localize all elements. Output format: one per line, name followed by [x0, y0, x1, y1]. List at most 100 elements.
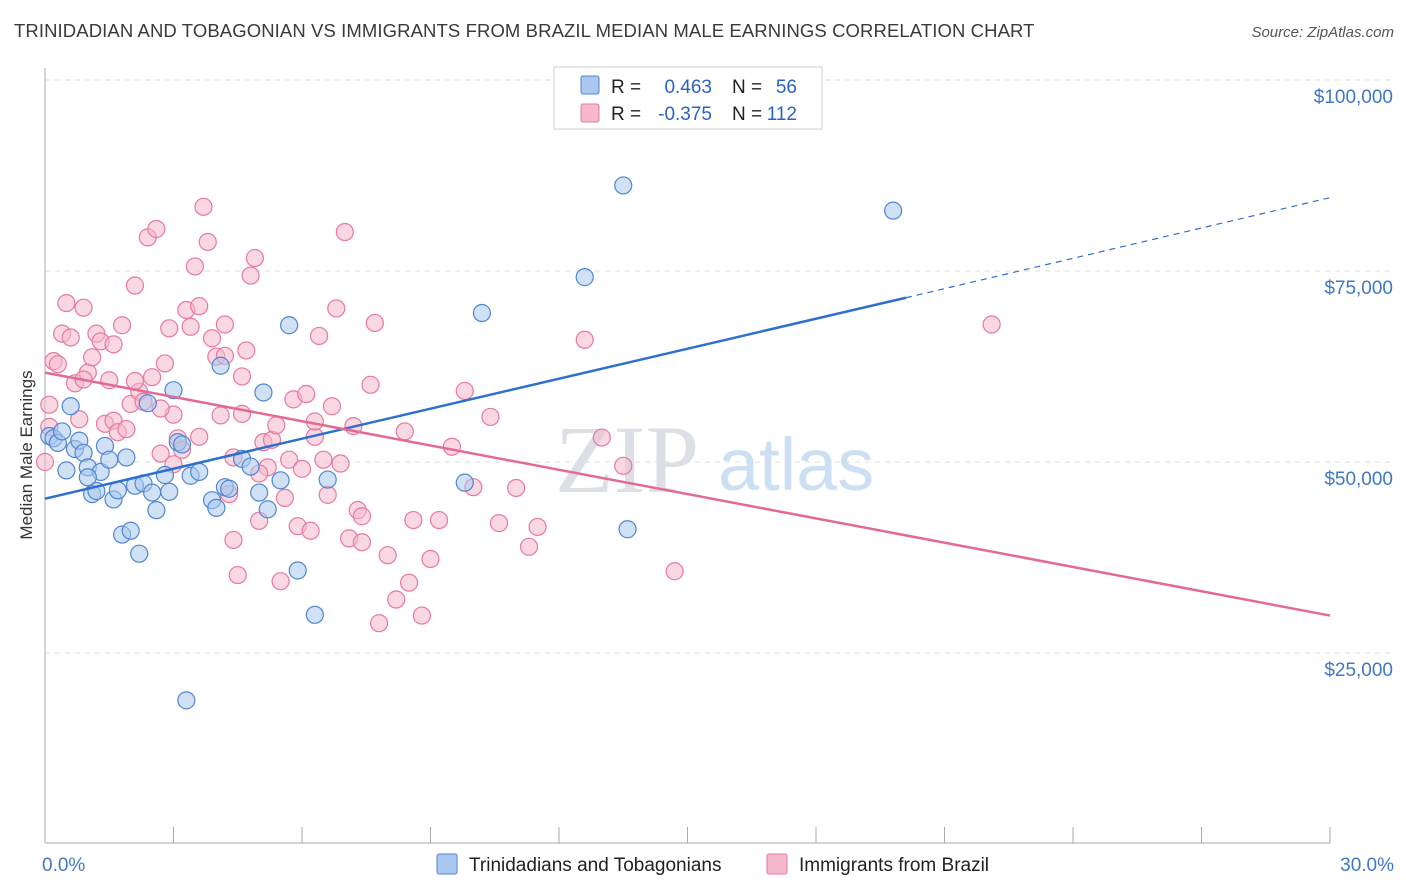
- brazil-point-92: [528, 517, 547, 537]
- brazil-point-81: [395, 422, 414, 441]
- brazil-point-93: [575, 330, 594, 349]
- brazil-point-62: [297, 384, 316, 404]
- brazil-point-10: [74, 298, 93, 317]
- trinidadian-point-47: [305, 605, 324, 624]
- brazil-point-67: [318, 485, 337, 504]
- stats-legend: R = 0.463 N = 56 R = -0.375 N = 112: [553, 66, 823, 130]
- trinidadian-point-51: [575, 268, 594, 287]
- brazil-point-58: [280, 450, 299, 469]
- trinidadian-point-14: [100, 450, 119, 469]
- chart-title: TRINIDADIAN AND TOBAGONIAN VS IMMIGRANTS…: [14, 20, 1035, 41]
- brazil-point-39: [198, 232, 217, 252]
- brazil-point-26: [142, 368, 162, 387]
- stats-r-value-pink: -0.375: [658, 104, 712, 125]
- brazil-point-66: [314, 450, 333, 469]
- stats-r-label-pink: R =: [611, 104, 641, 125]
- brazil-point-40: [202, 329, 222, 348]
- watermark: ZIP atlas: [555, 406, 874, 513]
- stats-n-label-blue: N =: [732, 77, 762, 98]
- y-axis-title: Median Male Earnings: [17, 370, 36, 539]
- brazil-point-27: [147, 219, 166, 239]
- trinidadian-point-43: [258, 500, 277, 519]
- brazil-point-97: [982, 315, 1001, 334]
- stats-r-label-blue: R =: [611, 77, 641, 98]
- brazil-point-7: [61, 328, 80, 347]
- brazil-point-12: [83, 348, 102, 367]
- brazil-point-105: [429, 510, 449, 530]
- brazil-point-56: [271, 572, 290, 591]
- y-tick-label-1: $50,000: [1324, 469, 1393, 490]
- watermark-atlas: atlas: [718, 423, 874, 506]
- trend-lines: [44, 197, 1331, 617]
- trinidadian-point-21: [130, 544, 149, 563]
- brazil-point-38: [194, 197, 213, 216]
- brazil-point-88: [481, 407, 500, 427]
- brazil-point-89: [489, 514, 509, 533]
- brazil-point-42: [211, 406, 230, 425]
- trinidadian-point-30: [172, 435, 192, 454]
- trinidadian-point-25: [147, 501, 166, 520]
- brazil-point-107: [104, 335, 123, 354]
- brazil-point-84: [421, 549, 440, 569]
- gridlines: [45, 79, 1393, 654]
- trinidadian-point-38: [220, 479, 239, 498]
- trinidadian-point-3: [53, 422, 72, 441]
- brazil-point-77: [365, 313, 384, 333]
- trinidadian-points: [40, 176, 903, 710]
- trinidadian-point-33: [190, 462, 209, 482]
- brazil-point-71: [335, 222, 354, 242]
- brazil-point-98: [125, 371, 145, 391]
- trend-line-trinidadian-extension: [905, 197, 1331, 299]
- trinidadian-point-42: [254, 383, 273, 402]
- brazil-point-91: [519, 537, 539, 556]
- brazil-point-48: [237, 341, 256, 360]
- trinidadian-point-24: [142, 483, 162, 502]
- legend-swatch-trinidadian: [436, 853, 458, 875]
- brazil-point-63: [301, 521, 320, 540]
- trinidadian-point-19: [121, 521, 140, 540]
- brazil-point-22: [125, 276, 145, 295]
- brazil-point-83: [412, 606, 432, 625]
- brazil-point-103: [352, 507, 372, 526]
- stats-n-label-pink: N =: [732, 104, 762, 125]
- immigrants-from-brazil-points: [35, 197, 1001, 633]
- brazil-point-96: [665, 562, 684, 581]
- trinidadian-point-53: [618, 520, 637, 539]
- trinidadian-point-40: [241, 457, 260, 476]
- trinidadian-point-45: [280, 316, 299, 335]
- brazil-point-86: [455, 381, 474, 401]
- brazil-point-79: [378, 546, 397, 565]
- trinidadian-point-54: [883, 201, 903, 220]
- brazil-point-28: [151, 444, 170, 463]
- brazil-point-76: [361, 375, 380, 394]
- trinidadian-point-5: [61, 397, 80, 416]
- trend-line-trinidadian: [44, 296, 907, 500]
- brazil-point-9: [70, 410, 89, 429]
- x-tick-min: 0.0%: [42, 855, 85, 876]
- brazil-point-37: [190, 427, 209, 446]
- brazil-point-94: [592, 428, 611, 447]
- brazil-point-104: [399, 573, 419, 592]
- trinidadian-point-48: [318, 470, 337, 489]
- x-tick-max: 30.0%: [1340, 855, 1394, 876]
- trinidadian-point-50: [472, 303, 491, 323]
- brazil-point-2: [40, 395, 59, 414]
- brazil-point-47: [232, 367, 252, 386]
- brazil-point-20: [117, 420, 136, 439]
- brazil-point-75: [352, 533, 372, 552]
- stats-swatch-pink: [580, 103, 600, 123]
- brazil-point-70: [331, 454, 350, 473]
- brazil-point-19: [112, 316, 132, 335]
- trinidadian-point-18: [117, 448, 136, 467]
- brazil-point-49: [241, 266, 260, 285]
- legend-swatch-brazil: [766, 853, 788, 875]
- brazil-point-43: [215, 315, 234, 334]
- trinidadian-point-44: [271, 471, 290, 490]
- legend-label-trinidadian: Trinidadians and Tobagonians: [469, 855, 721, 876]
- brazil-point-90: [507, 478, 526, 498]
- y-tick-labels: $25,000 $50,000 $75,000 $100,000: [1314, 87, 1393, 681]
- brazil-point-85: [442, 437, 462, 456]
- trinidadian-point-46: [288, 561, 307, 580]
- brazil-point-30: [160, 319, 179, 338]
